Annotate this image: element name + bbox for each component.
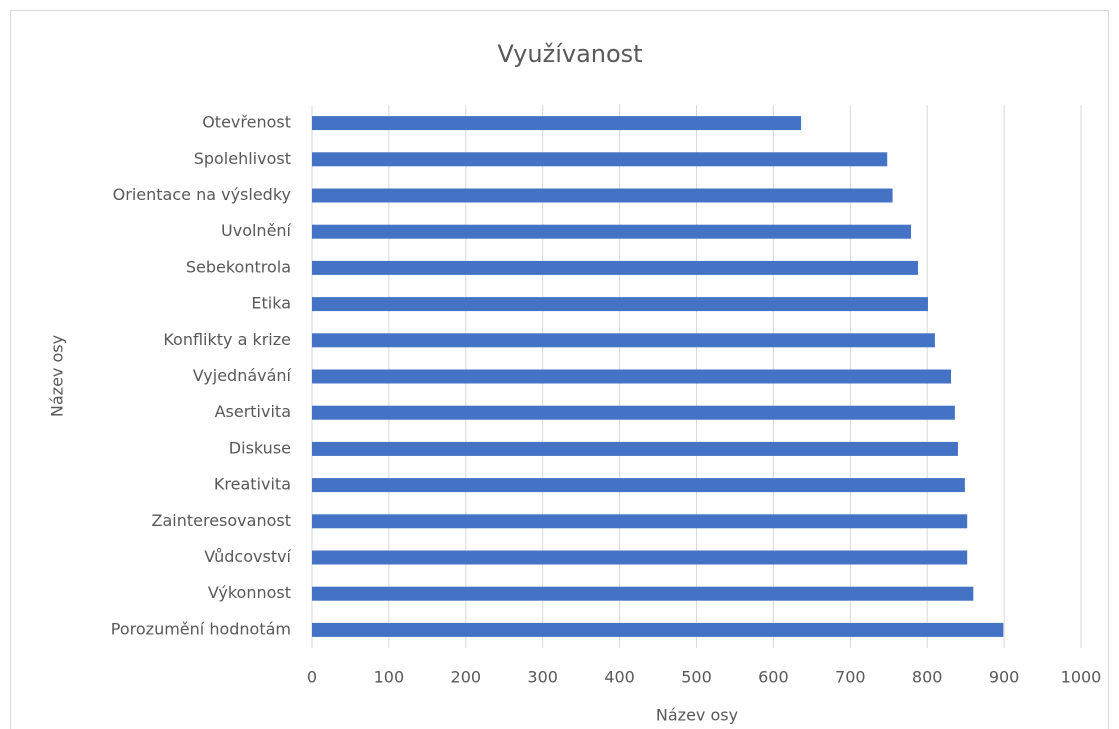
x-tick-label: 200 — [451, 668, 482, 687]
x-tick-label: 600 — [758, 668, 789, 687]
x-tick-label: 500 — [681, 668, 712, 687]
x-tick-label: 0 — [307, 668, 317, 687]
bar — [312, 369, 952, 384]
x-axis-title: Název osy — [656, 706, 738, 725]
y-tick-label: Kreativita — [214, 475, 291, 494]
bar — [312, 116, 802, 131]
y-tick-label: Vyjednávání — [193, 366, 292, 385]
x-tick-label: 800 — [912, 668, 943, 687]
y-tick-label: Asertivita — [215, 402, 291, 421]
bar — [312, 622, 1004, 637]
y-tick-label: Etika — [251, 294, 291, 313]
bar — [312, 478, 965, 493]
bar — [312, 152, 888, 167]
y-tick-label: Konflikty a krize — [163, 330, 291, 349]
bar — [312, 405, 955, 420]
x-tick-label: 700 — [835, 668, 866, 687]
x-tick-label: 300 — [527, 668, 558, 687]
bar — [312, 514, 968, 529]
bar — [312, 550, 968, 565]
bar — [312, 441, 958, 456]
bar — [312, 333, 935, 348]
x-tick-label: 400 — [604, 668, 635, 687]
y-tick-label: Porozumění hodnotám — [111, 619, 291, 638]
y-tick-label: Sebekontrola — [186, 257, 291, 276]
x-tick-label: 900 — [989, 668, 1020, 687]
y-tick-label: Orientace na výsledky — [113, 185, 291, 204]
bar — [312, 297, 928, 312]
y-tick-label: Zainteresovanost — [152, 511, 291, 530]
bar — [312, 188, 893, 203]
bar — [312, 260, 918, 275]
y-tick-label: Diskuse — [229, 438, 291, 457]
y-tick-label: Výkonnost — [208, 583, 291, 602]
y-axis-title: Název osy — [48, 335, 67, 417]
y-tick-label: Uvolnění — [221, 221, 292, 240]
bar — [312, 586, 974, 601]
chart-title: Využívanost — [497, 40, 642, 68]
y-tick-label: Vůdcovství — [204, 547, 291, 566]
y-tick-label: Spolehlivost — [194, 149, 291, 168]
y-tick-label: Otevřenost — [202, 113, 291, 132]
x-tick-label: 100 — [374, 668, 405, 687]
bar — [312, 224, 912, 239]
x-tick-label: 1000 — [1061, 668, 1102, 687]
